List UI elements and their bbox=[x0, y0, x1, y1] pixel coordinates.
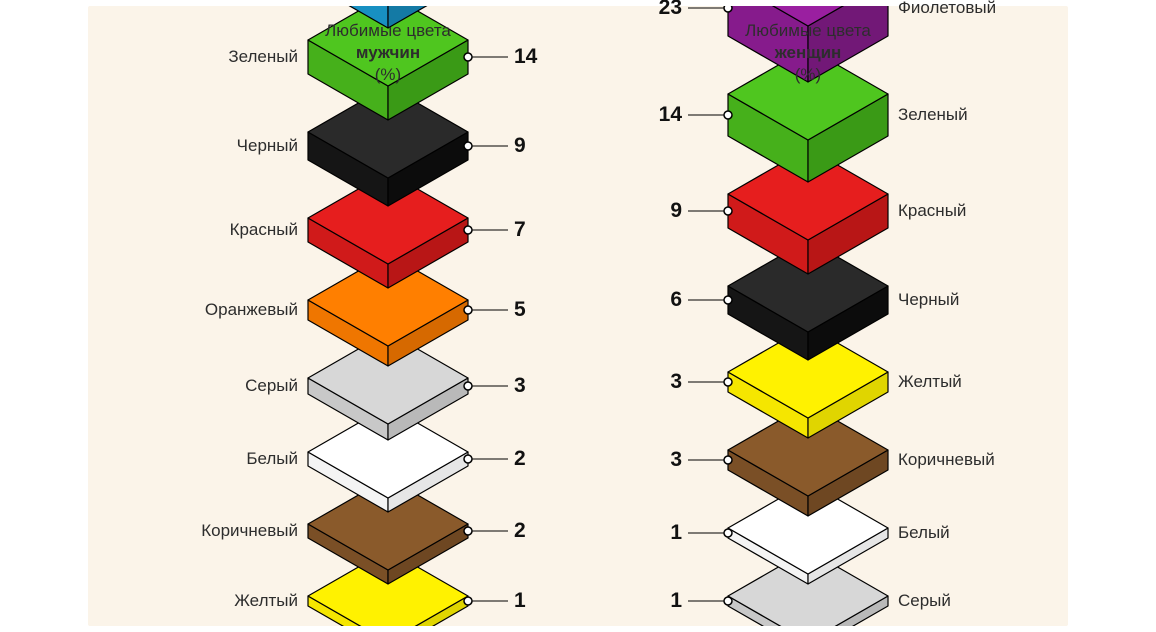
label-men-5: Красный bbox=[230, 220, 298, 240]
label-women-3: Желтый bbox=[898, 372, 962, 392]
value-men-1: 2 bbox=[514, 519, 526, 543]
label-women-6: Зеленый bbox=[898, 105, 968, 125]
column-title-women: Любимые цветаженщин(%) bbox=[678, 20, 938, 86]
label-women-1: Белый bbox=[898, 523, 950, 543]
label-men-7: Зеленый bbox=[228, 47, 298, 67]
value-men-3: 3 bbox=[514, 374, 526, 398]
infographic-card: Любимые цветамужчин(%)1Желтый2Коричневый… bbox=[88, 6, 1068, 626]
label-women-7: Фиолетовый bbox=[898, 0, 996, 18]
value-women-2: 3 bbox=[670, 448, 682, 472]
label-women-2: Коричневый bbox=[898, 450, 995, 470]
value-women-4: 6 bbox=[670, 288, 682, 312]
label-women-4: Черный bbox=[898, 290, 959, 310]
value-women-0: 1 bbox=[670, 589, 682, 613]
label-women-0: Серый bbox=[898, 591, 951, 611]
value-women-7: 23 bbox=[659, 0, 682, 20]
value-men-2: 2 bbox=[514, 447, 526, 471]
value-men-5: 7 bbox=[514, 218, 526, 242]
label-men-6: Черный bbox=[237, 136, 298, 156]
label-men-1: Коричневый bbox=[201, 521, 298, 541]
value-women-6: 14 bbox=[659, 103, 682, 127]
value-men-6: 9 bbox=[514, 134, 526, 158]
value-women-3: 3 bbox=[670, 370, 682, 394]
label-men-2: Белый bbox=[246, 449, 298, 469]
value-men-4: 5 bbox=[514, 298, 526, 322]
label-women-5: Красный bbox=[898, 201, 966, 221]
label-men-0: Желтый bbox=[234, 591, 298, 611]
value-men-7: 14 bbox=[514, 45, 537, 69]
value-men-0: 1 bbox=[514, 589, 526, 613]
label-men-3: Серый bbox=[245, 376, 298, 396]
value-women-1: 1 bbox=[670, 521, 682, 545]
value-women-5: 9 bbox=[670, 199, 682, 223]
label-men-4: Оранжевый bbox=[205, 300, 298, 320]
